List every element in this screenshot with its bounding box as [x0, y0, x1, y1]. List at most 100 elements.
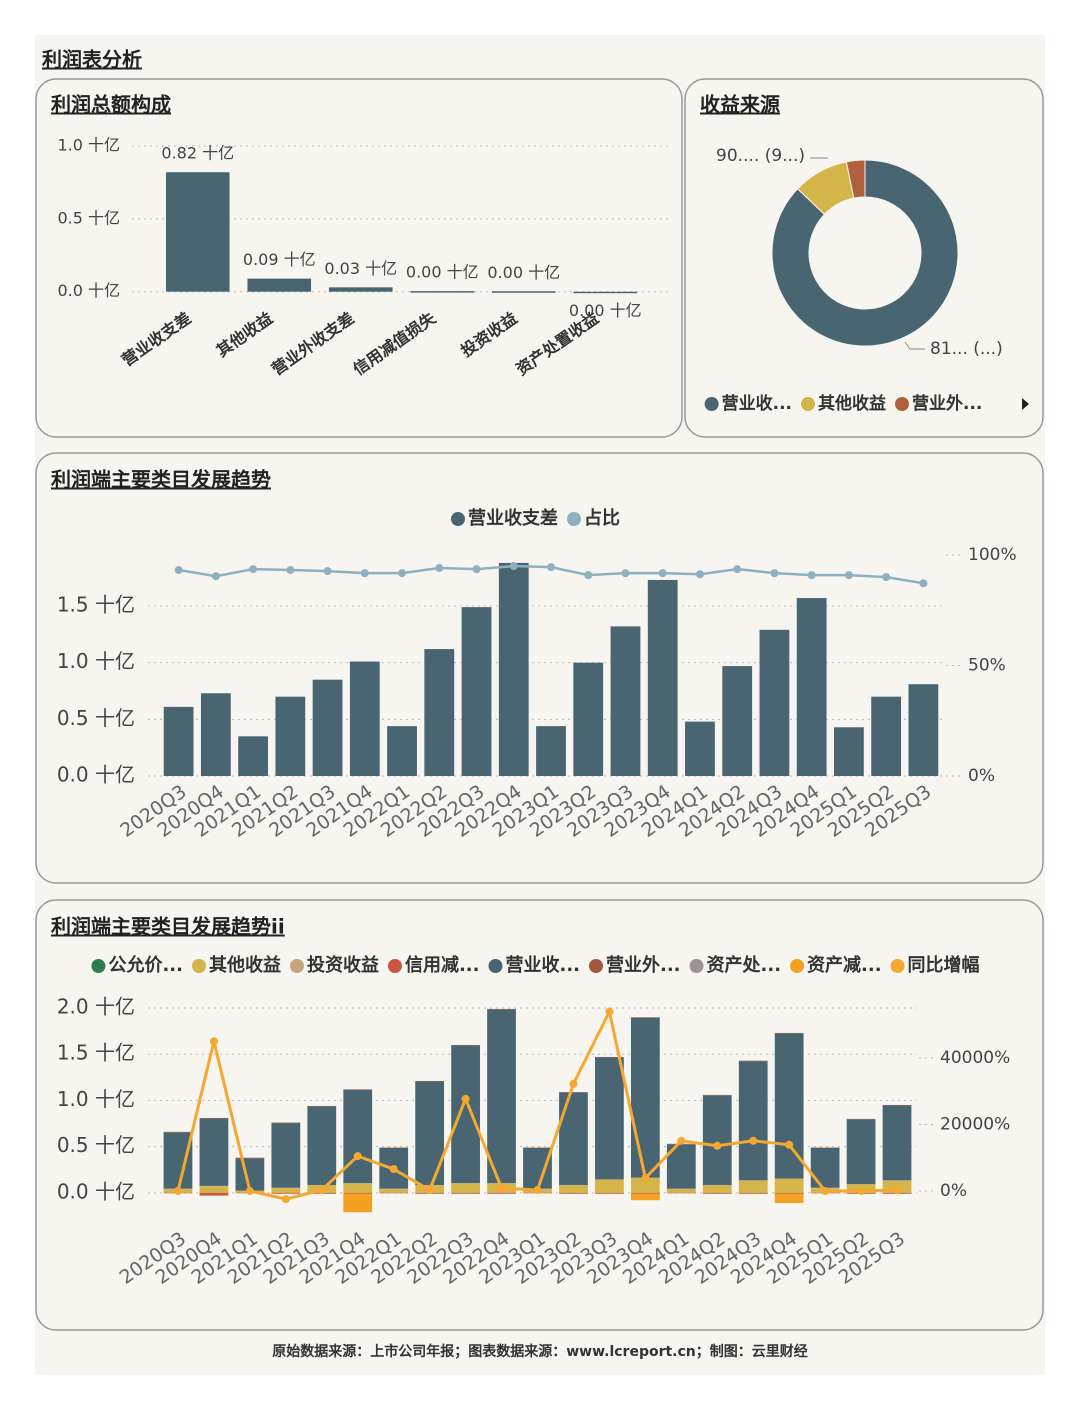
line-point [353, 1152, 362, 1161]
line-point [733, 565, 742, 574]
data-label: 0.09 十亿 [243, 250, 316, 269]
line-point [547, 563, 555, 572]
y-tick-label: 2.0 十亿 [57, 995, 135, 1019]
line-point [882, 573, 891, 582]
line-point [605, 1007, 614, 1016]
bar [451, 1192, 480, 1194]
bar [165, 172, 230, 292]
bar [871, 696, 902, 776]
panel-title: 利润总额构成 [51, 93, 171, 117]
bar [595, 1057, 624, 1180]
line-point [389, 1165, 398, 1174]
bar [595, 1179, 624, 1193]
bar [702, 1192, 732, 1194]
legend-label: 信用减... [405, 954, 480, 976]
bar [349, 661, 380, 776]
bar [595, 1192, 624, 1194]
bar [461, 607, 492, 776]
footer-source: 原始数据来源：上市公司年报；图表数据来源：www.lcreport.cn；制图：… [272, 1343, 808, 1360]
data-label: 81... (...) [930, 339, 1003, 359]
y-tick-label: 1.5 十亿 [57, 1041, 135, 1065]
legend-label: 资产处... [707, 954, 782, 976]
legend-label: 营业收支差 [468, 507, 558, 529]
y-tick-label: 0.5 十亿 [57, 208, 120, 227]
bar [559, 1092, 588, 1185]
bar [573, 662, 604, 776]
bar [647, 579, 678, 776]
y-tick-label: 0.0 十亿 [57, 281, 120, 300]
y-tick-label: 0.0 十亿 [57, 763, 135, 787]
line-point [785, 1140, 794, 1149]
line-point [286, 566, 295, 575]
y-tick-label: 1.0 十亿 [57, 649, 135, 673]
bar [738, 1061, 768, 1181]
bar [523, 1148, 552, 1189]
bar [247, 278, 312, 292]
line-point [472, 565, 481, 574]
bar [774, 1178, 804, 1193]
data-label: 0.00 十亿 [406, 263, 479, 282]
data-label: 0.00 十亿 [569, 301, 642, 320]
legend-marker [895, 397, 909, 411]
line-point [770, 569, 779, 578]
bar [199, 1192, 229, 1196]
legend-label: 营业收... [722, 393, 792, 414]
bar [610, 626, 641, 776]
line-point [807, 571, 816, 580]
bar [271, 1192, 301, 1194]
bar [810, 1148, 840, 1188]
data-label: 0.82 十亿 [161, 144, 234, 163]
line-point [677, 1136, 686, 1145]
bar [328, 287, 393, 292]
legend-next-arrow[interactable] [1022, 398, 1029, 410]
panel-title: 利润端主要类目发展趋势 [51, 468, 271, 492]
bar [759, 629, 790, 776]
bar [199, 1186, 229, 1193]
bar [163, 1132, 193, 1189]
panel [35, 78, 683, 438]
bar [271, 1188, 301, 1193]
legend-label: 其他收益 [818, 393, 886, 414]
y2-tick-label: 100% [968, 545, 1017, 565]
bar [630, 1017, 660, 1178]
bar [343, 1089, 373, 1184]
y-tick-label: 0.5 十亿 [57, 706, 135, 730]
line-point [497, 1184, 506, 1193]
legend-label: 营业外... [606, 954, 681, 976]
legend-marker [589, 959, 603, 973]
panel-title: 利润端主要类目发展趋势ii [51, 915, 285, 939]
legend-label: 营业收... [505, 954, 580, 976]
line-point [821, 1187, 830, 1196]
line-point [211, 572, 220, 581]
bar [307, 1106, 337, 1185]
bar [312, 679, 343, 776]
legend-marker [387, 959, 402, 973]
bar [343, 1183, 373, 1193]
bar [379, 1189, 409, 1193]
bar [410, 291, 475, 293]
bar [722, 666, 753, 776]
bar [487, 1192, 516, 1194]
legend-marker [191, 959, 206, 973]
bar [774, 1033, 804, 1179]
leader-lines [810, 157, 925, 350]
legend-label: 投资收益 [307, 954, 379, 976]
line-point [461, 1094, 470, 1103]
bar [630, 1193, 660, 1201]
line-point [317, 1186, 326, 1195]
bar [343, 1192, 373, 1194]
bar [491, 291, 556, 293]
y2-tick-label: 20000% [940, 1114, 1010, 1134]
line-point [569, 1079, 578, 1088]
line-point [425, 1186, 434, 1195]
legend-marker [451, 512, 465, 526]
line-point [281, 1195, 290, 1204]
legend-marker [488, 959, 503, 973]
data-label: 90.... (9...) [716, 146, 805, 166]
line-point [584, 571, 593, 580]
legend-label: 公允价... [108, 954, 183, 976]
y-tick-label: 1.0 十亿 [57, 1087, 135, 1111]
line-point [173, 1187, 182, 1196]
line-point [249, 565, 258, 574]
line-point [658, 569, 667, 578]
